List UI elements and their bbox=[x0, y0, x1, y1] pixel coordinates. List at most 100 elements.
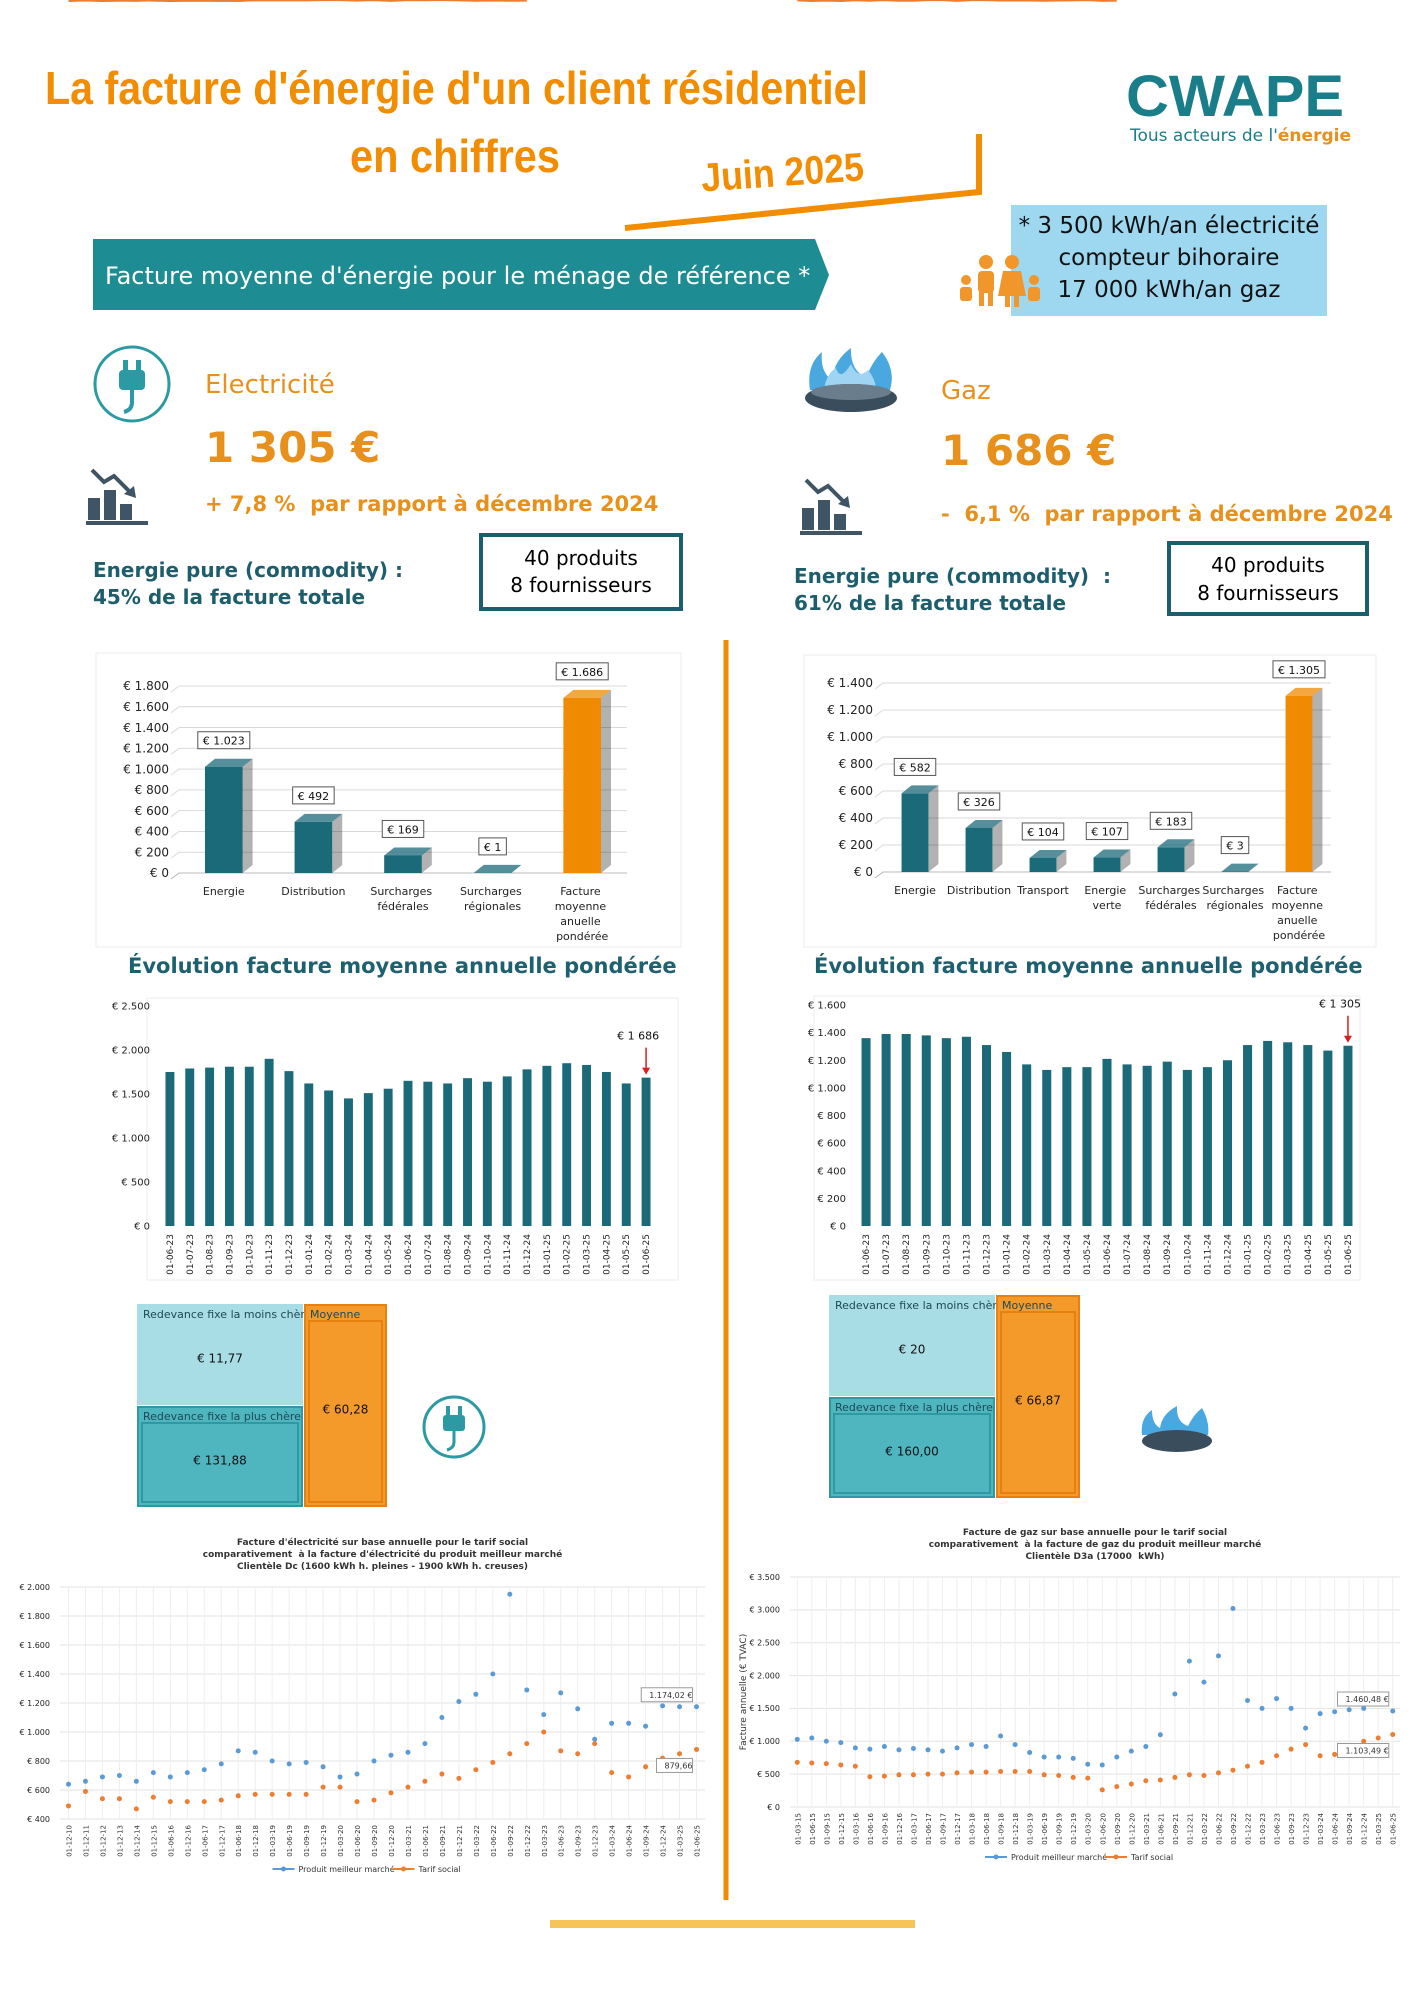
legend-label: Tarif social bbox=[1130, 1853, 1173, 1862]
commodity: 61% de la facture totale bbox=[794, 591, 1066, 615]
value-label-box bbox=[656, 1757, 694, 1773]
bar bbox=[621, 1083, 631, 1226]
marker bbox=[541, 1729, 547, 1735]
value-label: 1.174,02 € bbox=[649, 1691, 692, 1700]
offer: 8 fournisseurs bbox=[1197, 581, 1339, 605]
bar bbox=[423, 1081, 433, 1226]
marker bbox=[1332, 1751, 1338, 1757]
bar bbox=[965, 827, 993, 872]
value-label: € 1 305 bbox=[1319, 998, 1361, 1011]
marker bbox=[133, 1806, 139, 1812]
y-tick-label: € 800 bbox=[839, 757, 873, 771]
value-label-box bbox=[1272, 660, 1326, 679]
x-tick-label: 01-12-22 bbox=[524, 1825, 532, 1857]
x-tick-label: 01-03-20 bbox=[1085, 1813, 1093, 1845]
bracket bbox=[624, 134, 982, 231]
chart-title: Facture d'électricité sur base annuelle … bbox=[237, 1537, 528, 1548]
y-tick-label: € 1.400 bbox=[19, 1670, 50, 1679]
x-tick-label: 01-06-17 bbox=[201, 1825, 209, 1857]
value-label: € 1 bbox=[484, 841, 502, 854]
x-tick-label: 01-11-24 bbox=[1203, 1234, 1213, 1275]
title: La facture d'énergie d'un client résiden… bbox=[45, 62, 868, 114]
marker bbox=[1143, 1744, 1149, 1750]
x-tick-label: 01-10-24 bbox=[1183, 1234, 1193, 1275]
value-label: € 1.305 bbox=[1278, 664, 1320, 677]
x-tick-label: 01-12-17 bbox=[218, 1825, 226, 1857]
marker bbox=[694, 1746, 700, 1752]
marker bbox=[269, 1791, 275, 1797]
x-tick-label: 01-01-25 bbox=[543, 1234, 553, 1275]
marker bbox=[809, 1760, 815, 1766]
x-tick-label: 01-02-25 bbox=[563, 1234, 573, 1275]
marker bbox=[823, 1738, 829, 1744]
x-tick-label: 01-09-20 bbox=[371, 1825, 379, 1857]
x-tick-label: 01-04-24 bbox=[1063, 1234, 1073, 1275]
x-tick-label: 01-12-13 bbox=[116, 1825, 124, 1857]
x-tick-label: 01-12-16 bbox=[896, 1812, 904, 1844]
bar bbox=[961, 1036, 971, 1226]
y-tick-label: € 1.400 bbox=[827, 676, 873, 690]
bar-top bbox=[384, 847, 432, 856]
logo: CWAPE bbox=[1126, 64, 1344, 129]
marker bbox=[184, 1770, 190, 1776]
label-line: anuelle bbox=[1277, 914, 1321, 927]
x-tick-label: 01-03-15 bbox=[794, 1813, 802, 1845]
x-tick-label: 01-12-15 bbox=[150, 1825, 158, 1857]
grid-line bbox=[874, 763, 1331, 771]
bar bbox=[1142, 1065, 1152, 1226]
y-tick-label: € 1.800 bbox=[123, 679, 169, 693]
x-tick-label: 01-03-16 bbox=[852, 1812, 860, 1844]
chart-title: comparativement à la facture de gaz du p… bbox=[929, 1539, 1262, 1550]
label-line: moyenne bbox=[1272, 899, 1327, 912]
x-tick-label: 01-12-18 bbox=[1012, 1813, 1020, 1845]
label-line: pondérée bbox=[1273, 929, 1325, 942]
grid-line bbox=[874, 871, 1331, 879]
y-tick-label: € 2.000 bbox=[19, 1583, 50, 1592]
marker bbox=[473, 1767, 479, 1773]
title: en chiffres bbox=[350, 130, 560, 182]
x-tick-label: 01-12-14 bbox=[133, 1824, 141, 1856]
marker bbox=[794, 1736, 800, 1742]
x-tick-label: 01-09-24 bbox=[1346, 1812, 1354, 1844]
x-tick-label: 01-11-23 bbox=[962, 1234, 972, 1275]
marker bbox=[1230, 1606, 1236, 1612]
label-line: fédérales bbox=[377, 900, 428, 913]
commodity: Energie pure (commodity) : bbox=[794, 564, 1111, 588]
label-line: pondérée bbox=[556, 930, 608, 943]
marker bbox=[1317, 1711, 1323, 1717]
offer-box bbox=[479, 533, 683, 611]
plug-icon bbox=[93, 345, 171, 423]
label-line: Energie bbox=[1084, 884, 1129, 897]
x-tick-label: 01-06-24 bbox=[1103, 1234, 1113, 1275]
marker bbox=[910, 1772, 916, 1778]
y-tick-label: € 500 bbox=[121, 1178, 150, 1189]
bar bbox=[1182, 1069, 1192, 1226]
marker bbox=[1157, 1732, 1163, 1738]
marker bbox=[925, 1747, 931, 1753]
x-tick-label: 01-06-21 bbox=[422, 1825, 430, 1857]
marker bbox=[954, 1745, 960, 1751]
x-tick-label: 01-03-22 bbox=[473, 1825, 481, 1857]
marker bbox=[167, 1774, 173, 1780]
x-tick-label: 01-03-25 bbox=[583, 1234, 593, 1275]
marker bbox=[490, 1671, 496, 1677]
marker bbox=[456, 1699, 462, 1705]
label-line: Facture bbox=[1277, 884, 1321, 897]
marker bbox=[320, 1784, 326, 1790]
arrow-head bbox=[1343, 1035, 1352, 1043]
bar-top bbox=[901, 785, 939, 794]
x-tick-label: 01-03-24 bbox=[609, 1824, 617, 1856]
bar bbox=[165, 1072, 175, 1226]
marker bbox=[354, 1771, 360, 1777]
x-tick-label: 01-06-23 bbox=[166, 1234, 176, 1275]
y-tick-label: € 1.600 bbox=[808, 1001, 846, 1012]
x-tick-label: 01-08-23 bbox=[206, 1234, 216, 1275]
bar bbox=[324, 1090, 334, 1226]
marker bbox=[524, 1741, 530, 1747]
x-tick-label: 01-12-23 bbox=[592, 1825, 600, 1857]
bar bbox=[941, 1038, 951, 1226]
marker bbox=[1288, 1746, 1294, 1752]
x-tick-label: 01-11-23 bbox=[265, 1234, 275, 1275]
tagline: Tous acteurs de l'énergie bbox=[1129, 126, 1351, 146]
bar-side bbox=[421, 847, 432, 873]
